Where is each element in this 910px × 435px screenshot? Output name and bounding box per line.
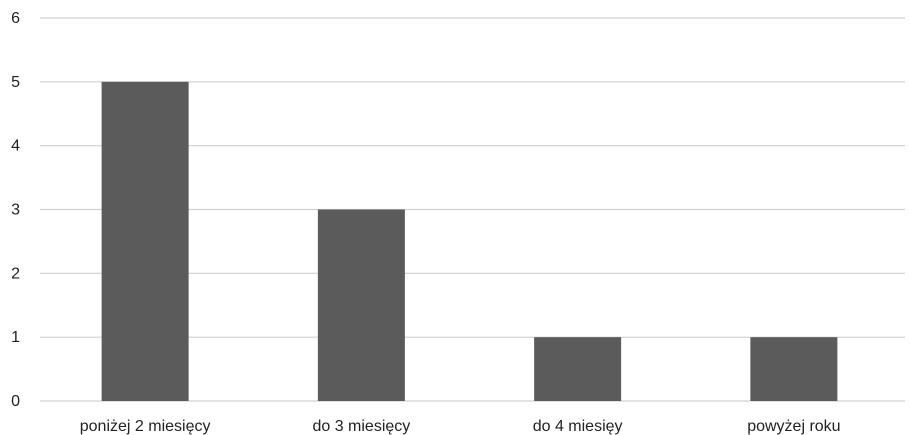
x-axis-category-labels: poniżej 2 miesięcy do 3 miesięcy do 4 mies… [80, 418, 841, 435]
x-category-label: do 4 miesięy [533, 418, 623, 435]
bars [101, 81, 838, 401]
y-axis-tick-labels: 0 1 2 3 4 5 6 [11, 10, 20, 410]
y-tick-label: 1 [11, 329, 20, 346]
y-tick-label: 2 [11, 265, 20, 282]
x-category-label: do 3 miesięcy [312, 418, 410, 435]
x-category-label: powyżej roku [747, 418, 840, 435]
y-tick-label: 0 [11, 393, 20, 410]
bar-1 [317, 209, 405, 401]
y-tick-label: 4 [11, 138, 20, 155]
bar-3 [750, 337, 838, 401]
y-tick-label: 6 [11, 10, 20, 27]
y-tick-label: 3 [11, 202, 20, 219]
x-category-label: poniżej 2 miesięcy [80, 418, 211, 435]
y-tick-label: 5 [11, 74, 20, 91]
bar-2 [534, 337, 622, 401]
bar-0 [101, 81, 189, 401]
